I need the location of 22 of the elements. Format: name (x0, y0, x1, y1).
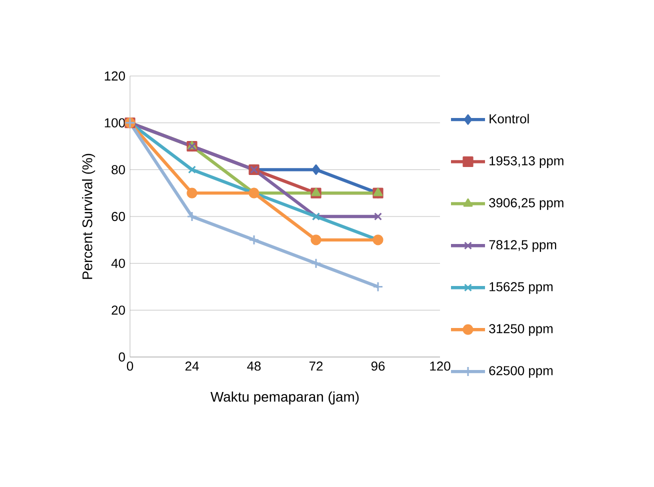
x-tick-label: 120 (430, 362, 450, 371)
legend-label: 7812,5 ppm (489, 240, 556, 252)
y-tick-label: 120 (104, 71, 125, 81)
y-tick-label: 80 (112, 165, 125, 174)
legend-label: 3906,25 ppm (489, 198, 564, 210)
legend-label: Kontrol (490, 114, 529, 124)
y-axis-title: Percent Survival (%) (82, 154, 96, 279)
x-tick-label: 96 (371, 362, 385, 371)
x-tick-label: 48 (247, 362, 261, 371)
x-tick-label: 0 (126, 362, 134, 371)
y-tick-label: 100 (104, 118, 125, 128)
y-tick-label: 0 (118, 352, 125, 362)
legend-label: 15625 ppm (490, 282, 553, 294)
legend-label: 31250 ppm (489, 324, 553, 336)
x-tick-label: 72 (309, 362, 323, 371)
y-tick-label: 20 (112, 306, 125, 315)
legend-label: 1953,13 ppm (490, 156, 564, 168)
x-tick-label: 24 (185, 362, 199, 371)
y-tick-label: 40 (111, 258, 125, 268)
x-axis-title: Waktu pemaparan (jam) (210, 392, 359, 405)
y-tick-label: 60 (112, 212, 125, 222)
legend-label: 62500 ppm (489, 366, 553, 378)
